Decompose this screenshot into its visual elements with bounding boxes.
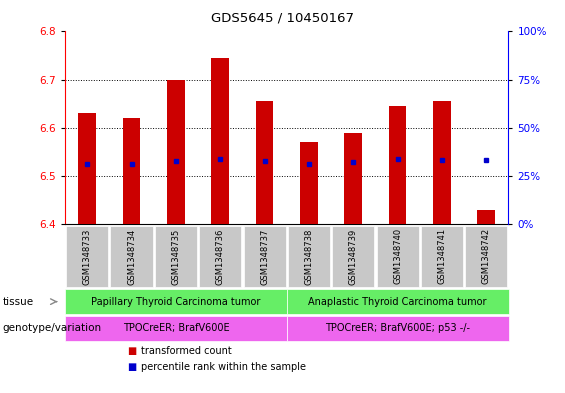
Text: GSM1348742: GSM1348742	[482, 228, 491, 285]
Text: GSM1348735: GSM1348735	[171, 228, 180, 285]
Bar	[477, 209, 495, 224]
Text: GDS5645 / 10450167: GDS5645 / 10450167	[211, 12, 354, 25]
Bar	[167, 80, 185, 224]
Bar	[211, 58, 229, 224]
Text: GSM1348734: GSM1348734	[127, 228, 136, 285]
Text: TPOCreER; BrafV600E: TPOCreER; BrafV600E	[123, 323, 229, 333]
Text: transformed count: transformed count	[141, 346, 232, 356]
Text: Papillary Thyroid Carcinoma tumor: Papillary Thyroid Carcinoma tumor	[91, 297, 260, 307]
Bar	[256, 101, 273, 224]
Bar	[79, 113, 96, 224]
Text: TPOCreER; BrafV600E; p53 -/-: TPOCreER; BrafV600E; p53 -/-	[325, 323, 470, 333]
Text: tissue: tissue	[3, 297, 34, 307]
Text: GSM1348737: GSM1348737	[260, 228, 269, 285]
Text: GSM1348741: GSM1348741	[437, 228, 446, 285]
Text: genotype/variation: genotype/variation	[3, 323, 102, 333]
Text: GSM1348739: GSM1348739	[349, 228, 358, 285]
Bar	[345, 132, 362, 224]
Text: GSM1348738: GSM1348738	[305, 228, 314, 285]
Text: GSM1348740: GSM1348740	[393, 228, 402, 285]
Text: Anaplastic Thyroid Carcinoma tumor: Anaplastic Thyroid Carcinoma tumor	[308, 297, 487, 307]
Text: percentile rank within the sample: percentile rank within the sample	[141, 362, 306, 372]
Bar	[433, 101, 451, 224]
Text: ■: ■	[127, 346, 136, 356]
Text: ■: ■	[127, 362, 136, 372]
Bar	[300, 142, 318, 224]
Text: GSM1348736: GSM1348736	[216, 228, 225, 285]
Text: GSM1348733: GSM1348733	[82, 228, 92, 285]
Bar	[389, 106, 406, 224]
Bar	[123, 118, 140, 224]
